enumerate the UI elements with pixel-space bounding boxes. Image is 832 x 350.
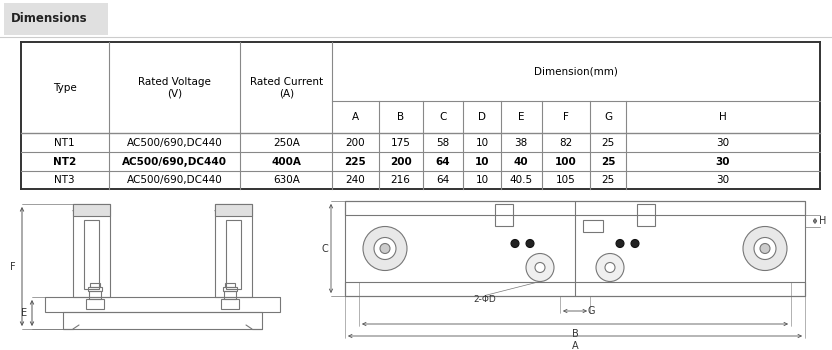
Circle shape [380,244,390,253]
Text: AC500/690,DC440: AC500/690,DC440 [122,157,227,167]
Text: 10: 10 [476,175,488,185]
Text: G: G [604,112,612,122]
Bar [226,220,241,289]
Text: F: F [563,112,569,122]
Text: 216: 216 [391,175,410,185]
Text: 82: 82 [559,138,572,148]
Bar [345,282,805,296]
Bar [89,291,101,299]
Text: 64: 64 [436,175,449,185]
Text: 25: 25 [602,175,615,185]
Bar [345,201,805,215]
Text: Dimension(mm): Dimension(mm) [534,66,618,76]
Text: 105: 105 [556,175,576,185]
Bar [221,299,239,309]
Text: NT3: NT3 [54,175,75,185]
Circle shape [605,262,615,273]
Circle shape [526,253,554,281]
Text: 175: 175 [391,138,410,148]
Circle shape [760,244,770,253]
Text: NT1: NT1 [54,138,75,148]
Bar [63,312,262,329]
Text: 38: 38 [514,138,527,148]
Text: 225: 225 [344,157,366,167]
Text: 58: 58 [436,138,449,148]
Text: C: C [321,244,328,253]
Text: E: E [518,112,524,122]
Text: B: B [572,329,578,339]
Text: A: A [352,112,359,122]
Bar [73,204,110,216]
Text: 100: 100 [555,157,577,167]
Text: 240: 240 [345,175,365,185]
Text: 200: 200 [345,138,365,148]
Bar [495,204,513,226]
Text: G: G [587,306,595,316]
Text: AC500/690,DC440: AC500/690,DC440 [126,175,222,185]
Text: D: D [478,112,486,122]
Bar [215,204,252,297]
Bar [84,220,99,289]
Text: 10: 10 [476,138,488,148]
Text: 30: 30 [716,175,730,185]
Bar [73,204,110,297]
Text: F: F [10,261,16,272]
Text: AC500/690,DC440: AC500/690,DC440 [126,138,222,148]
Text: C: C [439,112,447,122]
Text: 25: 25 [602,138,615,148]
Bar [90,283,100,287]
Text: Dimensions: Dimensions [11,12,87,25]
Circle shape [535,262,545,273]
Text: 25: 25 [601,157,616,167]
Bar [345,201,805,296]
Bar [86,299,104,309]
Bar [223,287,237,291]
Circle shape [374,238,396,259]
Bar [225,283,235,287]
Text: 30: 30 [716,157,730,167]
Bar [637,204,655,226]
Text: B: B [397,112,404,122]
Text: 200: 200 [389,157,412,167]
Bar [4,3,108,35]
Text: NT2: NT2 [53,157,77,167]
Bar [88,287,102,291]
Circle shape [631,239,639,247]
Text: 40.5: 40.5 [510,175,532,185]
Bar [224,291,236,299]
Text: 40: 40 [514,157,528,167]
Text: 2-ΦD: 2-ΦD [473,295,497,304]
Circle shape [596,253,624,281]
Circle shape [743,226,787,271]
Bar [215,204,252,216]
Circle shape [754,238,776,259]
Text: 64: 64 [436,157,450,167]
Text: 400A: 400A [271,157,301,167]
Text: Rated Voltage
(V): Rated Voltage (V) [138,77,211,98]
Text: Rated Current
(A): Rated Current (A) [250,77,323,98]
Text: H: H [819,216,826,226]
Circle shape [511,239,519,247]
Bar [45,297,280,312]
Text: H: H [719,112,726,122]
Text: 30: 30 [716,138,730,148]
Text: Type: Type [53,83,77,92]
Text: A: A [572,341,578,350]
Circle shape [363,226,407,271]
Text: 630A: 630A [273,175,300,185]
Text: E: E [21,308,27,318]
Text: 10: 10 [475,157,489,167]
Bar [583,220,603,232]
Text: 250A: 250A [273,138,300,148]
Circle shape [526,239,534,247]
Circle shape [616,239,624,247]
